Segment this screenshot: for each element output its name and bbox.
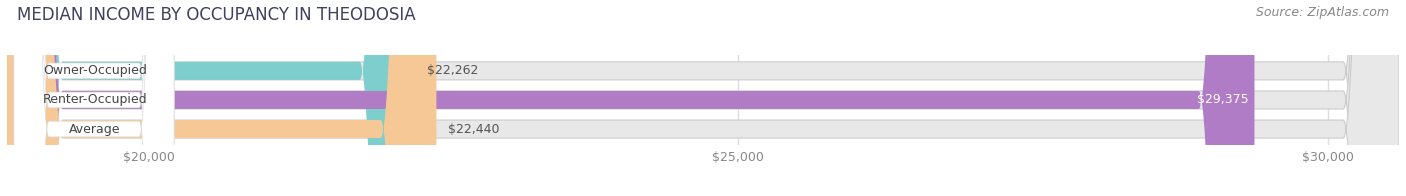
FancyBboxPatch shape <box>7 0 436 196</box>
FancyBboxPatch shape <box>7 0 1399 196</box>
Text: $22,440: $22,440 <box>447 122 499 136</box>
FancyBboxPatch shape <box>14 0 174 196</box>
FancyBboxPatch shape <box>7 0 1399 196</box>
Text: $22,262: $22,262 <box>426 64 478 77</box>
Text: Renter-Occupied: Renter-Occupied <box>42 93 148 106</box>
FancyBboxPatch shape <box>7 0 415 196</box>
FancyBboxPatch shape <box>7 0 1399 196</box>
FancyBboxPatch shape <box>14 0 174 196</box>
Text: Source: ZipAtlas.com: Source: ZipAtlas.com <box>1256 6 1389 19</box>
Text: Owner-Occupied: Owner-Occupied <box>42 64 146 77</box>
FancyBboxPatch shape <box>14 0 174 196</box>
Text: $29,375: $29,375 <box>1198 93 1249 106</box>
Text: MEDIAN INCOME BY OCCUPANCY IN THEODOSIA: MEDIAN INCOME BY OCCUPANCY IN THEODOSIA <box>17 6 416 24</box>
Text: Average: Average <box>69 122 121 136</box>
FancyBboxPatch shape <box>7 0 1254 196</box>
